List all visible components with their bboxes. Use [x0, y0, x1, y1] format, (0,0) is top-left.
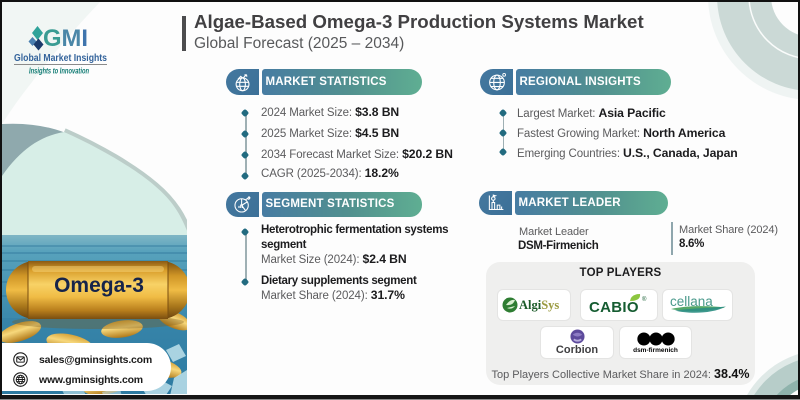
svg-text:CABIO: CABIO [589, 299, 639, 316]
svg-text:Insights to Innovation: Insights to Innovation [29, 67, 89, 76]
svg-text:cellana: cellana [670, 294, 713, 309]
svg-text:®: ® [642, 296, 647, 303]
svg-text:Global Market Insights: Global Market Insights [14, 52, 107, 64]
svg-text:GMI: GMI [43, 25, 88, 52]
svg-text:AlgiSys: AlgiSys [519, 298, 559, 312]
svg-text:Omega-3: Omega-3 [54, 274, 144, 297]
